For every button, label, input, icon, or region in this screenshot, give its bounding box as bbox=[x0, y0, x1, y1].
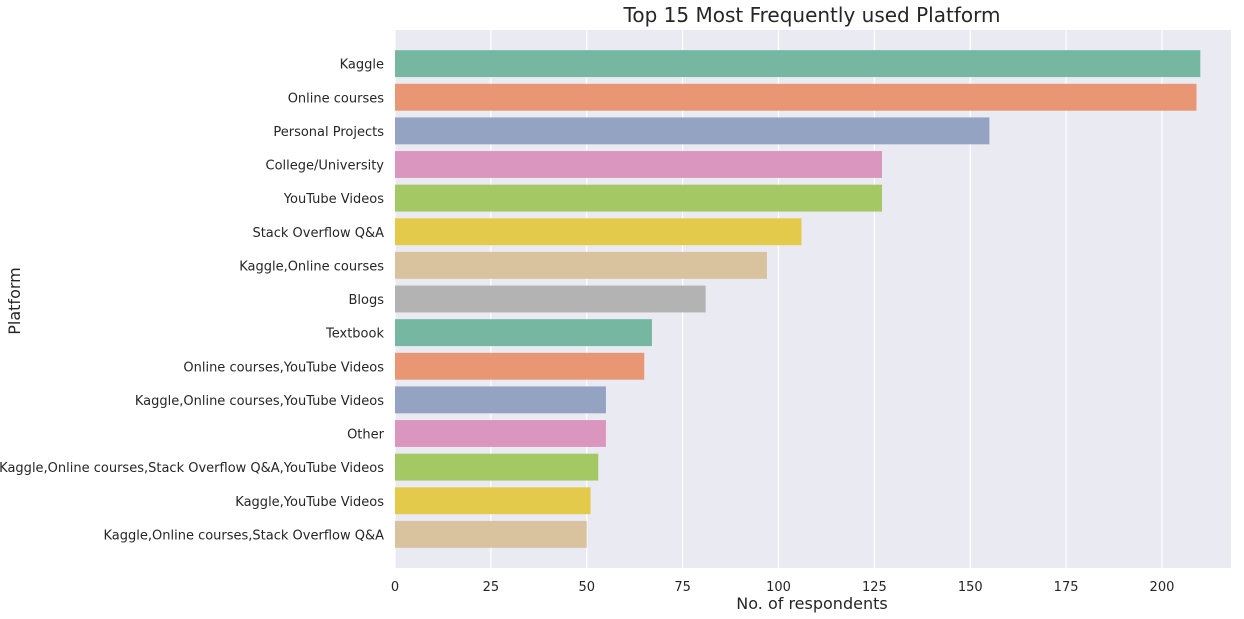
bar bbox=[395, 352, 645, 380]
bar bbox=[395, 420, 606, 447]
y-tick-label: Personal Projects bbox=[273, 125, 384, 140]
y-tick-label: Kaggle,Online courses bbox=[239, 259, 384, 274]
bar bbox=[395, 151, 883, 178]
x-tick-label: 175 bbox=[1054, 580, 1079, 595]
x-tick-label: 50 bbox=[578, 580, 595, 595]
x-tick-labels: 0 25 50 75 100 125 150 175 200 bbox=[391, 580, 1175, 595]
x-axis-label: No. of respondents bbox=[736, 594, 887, 613]
y-tick-label: Kaggle,Online courses,Stack Overflow Q&A… bbox=[0, 461, 384, 476]
x-tick-label: 150 bbox=[958, 580, 983, 595]
y-tick-label: Blogs bbox=[348, 293, 384, 308]
y-tick-label: Online courses bbox=[288, 91, 385, 106]
bar bbox=[395, 184, 883, 212]
x-tick-label: 125 bbox=[862, 580, 887, 595]
x-tick-label: 0 bbox=[391, 580, 399, 595]
bar bbox=[395, 251, 767, 279]
y-tick-label: College/University bbox=[266, 159, 385, 174]
y-axis-label: Platform bbox=[5, 267, 24, 334]
y-tick-label: Kaggle,Online courses,Stack Overflow Q&A bbox=[104, 528, 385, 543]
y-tick-label: Stack Overflow Q&A bbox=[252, 226, 384, 241]
bar bbox=[395, 218, 802, 246]
bar bbox=[395, 386, 606, 414]
y-tick-label: Online courses,YouTube Videos bbox=[183, 360, 384, 375]
y-tick-label: YouTube Videos bbox=[283, 192, 384, 207]
y-tick-label: Kaggle,YouTube Videos bbox=[235, 495, 384, 510]
chart-title: Top 15 Most Frequently used Platform bbox=[623, 3, 1001, 27]
y-tick-labels: Kaggle Online courses Personal Projects Col… bbox=[0, 58, 385, 544]
bar bbox=[395, 117, 990, 145]
bar bbox=[395, 520, 587, 548]
x-tick-label: 200 bbox=[1150, 580, 1175, 595]
x-tick-label: 75 bbox=[674, 580, 691, 595]
y-tick-label: Other bbox=[347, 428, 385, 443]
bar bbox=[395, 83, 1197, 111]
y-tick-label: Kaggle,Online courses,YouTube Videos bbox=[135, 394, 384, 409]
bar bbox=[395, 487, 591, 515]
x-tick-label: 25 bbox=[483, 580, 500, 595]
bar bbox=[395, 285, 706, 313]
y-tick-label: Kaggle bbox=[340, 58, 384, 73]
bar bbox=[395, 453, 599, 481]
y-tick-label: Textbook bbox=[325, 327, 384, 342]
bar bbox=[395, 319, 652, 347]
bars bbox=[395, 50, 1201, 548]
x-tick-label: 100 bbox=[766, 580, 791, 595]
bar bbox=[395, 50, 1201, 78]
